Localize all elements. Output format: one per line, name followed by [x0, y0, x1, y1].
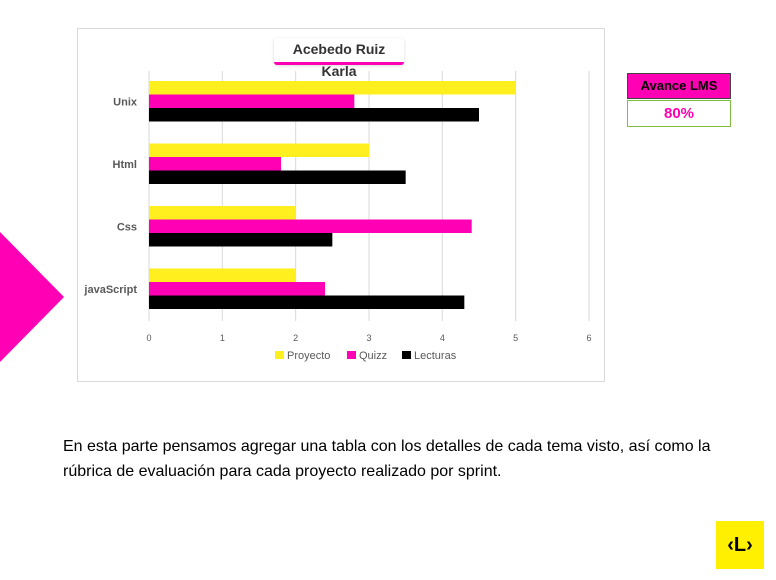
x-tick-label: 3: [366, 333, 371, 343]
bar: [149, 233, 333, 247]
category-label: Html: [113, 159, 137, 171]
bar: [149, 81, 516, 95]
x-tick-label: 6: [586, 333, 591, 343]
category-label: javaScript: [83, 284, 137, 296]
bar: [149, 94, 355, 108]
x-tick-label: 0: [146, 333, 151, 343]
chart-title: Acebedo Ruiz Karla: [274, 38, 404, 79]
bar: [149, 282, 325, 296]
slide-arrow-icon: [0, 232, 64, 362]
bar: [149, 295, 465, 309]
category-label: Unix: [113, 96, 138, 108]
category-label: Css: [117, 221, 137, 233]
lms-value: 80%: [627, 100, 731, 127]
lms-label: Avance LMS: [627, 73, 731, 99]
bar: [149, 219, 472, 233]
legend-swatch: [275, 351, 284, 359]
bar: [149, 143, 369, 157]
bar: [149, 157, 281, 171]
legend-swatch: [347, 351, 356, 359]
legend-label: Lecturas: [414, 350, 457, 362]
chart-container: Acebedo Ruiz Karla 0 1 2 3 4 5 6 Unix Html Css jav…: [77, 28, 605, 382]
bar-chart: 0 1 2 3 4 5 6 Unix Html Css javaScript Proyecto Quiz…: [83, 71, 592, 362]
x-tick-label: 2: [293, 333, 298, 343]
bar: [149, 206, 296, 220]
bar: [149, 170, 406, 184]
x-tick-label: 4: [440, 333, 445, 343]
bar: [149, 268, 296, 282]
x-tick-label: 1: [220, 333, 225, 343]
legend-label: Proyecto: [287, 350, 330, 362]
body-paragraph: En esta parte pensamos agregar una tabla…: [63, 438, 711, 480]
x-tick-label: 5: [513, 333, 518, 343]
lms-progress-box: Avance LMS 80%: [627, 73, 731, 127]
legend-swatch: [402, 351, 411, 359]
bar: [149, 108, 479, 122]
logo: ‹L›: [716, 521, 764, 569]
legend-label: Quizz: [359, 350, 387, 362]
